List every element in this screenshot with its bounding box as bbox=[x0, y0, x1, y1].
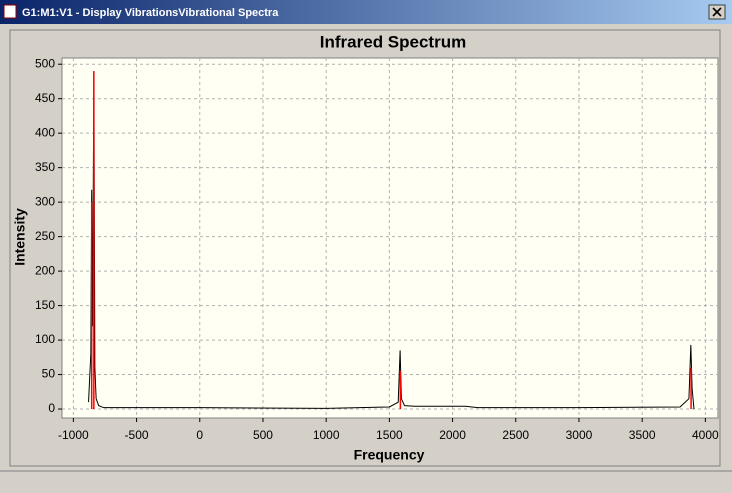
y-tick-label: 150 bbox=[35, 298, 55, 312]
window-title: G1:M1:V1 - Display VibrationsVibrational… bbox=[22, 7, 279, 19]
spectrum-line bbox=[88, 71, 695, 410]
chart-title: Infrared Spectrum bbox=[320, 32, 466, 51]
x-tick-label: -500 bbox=[125, 428, 149, 442]
title-bar bbox=[0, 0, 732, 24]
x-axis-label: Frequency bbox=[354, 447, 425, 463]
x-tick-label: 3500 bbox=[629, 428, 656, 442]
x-tick-label: 0 bbox=[196, 428, 203, 442]
y-tick-label: 250 bbox=[35, 229, 55, 243]
y-tick-label: 500 bbox=[35, 56, 55, 70]
x-tick-label: 1000 bbox=[313, 428, 340, 442]
x-tick-label: 500 bbox=[253, 428, 273, 442]
plot-area bbox=[61, 57, 719, 419]
y-tick-label: 100 bbox=[35, 332, 55, 346]
x-tick-label: 2000 bbox=[439, 428, 466, 442]
y-tick-label: 450 bbox=[35, 91, 55, 105]
x-tick-label: 1500 bbox=[376, 428, 403, 442]
x-tick-label: 3000 bbox=[566, 428, 593, 442]
y-axis-label: Intensity bbox=[12, 208, 28, 266]
y-tick-label: 400 bbox=[35, 125, 55, 139]
y-tick-label: 0 bbox=[48, 401, 55, 415]
close-button[interactable] bbox=[708, 4, 726, 20]
x-tick-label: 4000 bbox=[692, 428, 719, 442]
x-tick-label: -1000 bbox=[58, 428, 89, 442]
x-tick-label: 2500 bbox=[502, 428, 529, 442]
y-tick-label: 200 bbox=[35, 263, 55, 277]
window-icon bbox=[3, 4, 17, 19]
y-tick-label: 300 bbox=[35, 194, 55, 208]
y-tick-label: 350 bbox=[35, 160, 55, 174]
y-tick-label: 50 bbox=[42, 367, 56, 381]
